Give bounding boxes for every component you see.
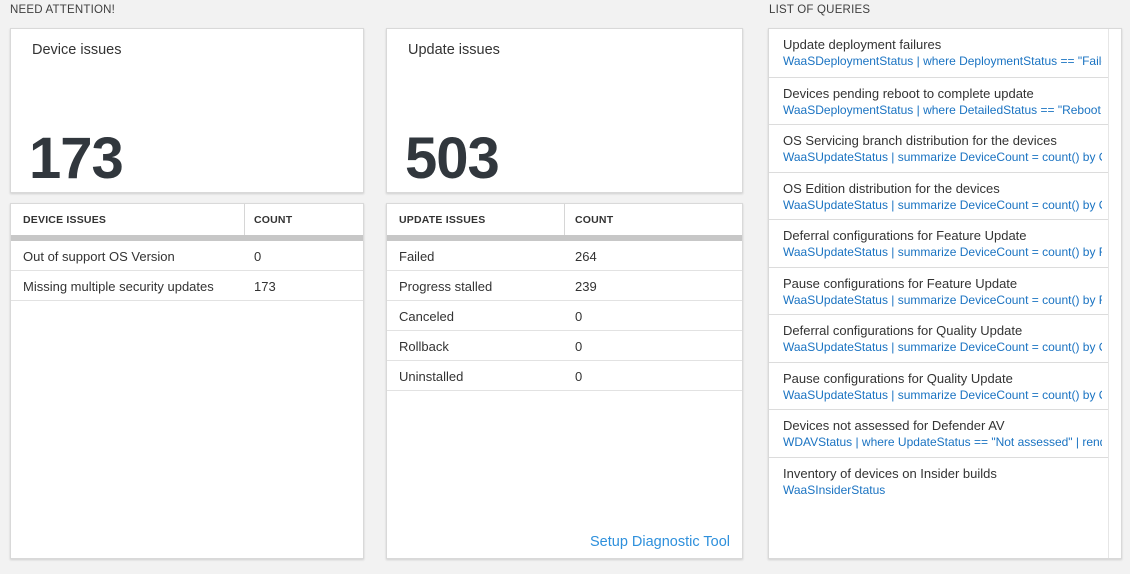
- column-divider: [244, 204, 245, 235]
- table-row[interactable]: Failed 264: [387, 241, 742, 271]
- query-title: Pause configurations for Quality Update: [783, 370, 1013, 386]
- query-code: WaaSUpdateStatus | summarize DeviceCount…: [783, 197, 1102, 212]
- device-issues-count: 173: [29, 126, 124, 191]
- query-title: Inventory of devices on Insider builds: [783, 465, 997, 481]
- update-issues-tile[interactable]: Update issues 503: [386, 28, 743, 193]
- query-title: OS Edition distribution for the devices: [783, 180, 1000, 196]
- row-name: Uninstalled: [399, 369, 464, 384]
- section-header-list-of-queries: LIST OF QUERIES: [769, 4, 871, 16]
- table-row[interactable]: Out of support OS Version 0: [11, 241, 363, 271]
- table-header-bar: [387, 235, 742, 241]
- setup-diagnostic-tool-link[interactable]: Setup Diagnostic Tool: [590, 534, 730, 550]
- query-code: WaaSUpdateStatus | summarize DeviceCount…: [783, 387, 1102, 402]
- column-header-count: COUNT: [254, 214, 293, 226]
- query-title: Deferral configurations for Quality Upda…: [783, 323, 1023, 338]
- scrollbar-gutter: [1108, 29, 1109, 558]
- query-title: Devices not assessed for Defender AV: [783, 418, 1005, 433]
- update-issues-table: UPDATE ISSUES COUNT Failed 264 Progress …: [386, 203, 743, 559]
- row-count: 0: [575, 309, 583, 324]
- table-header-bar: [11, 235, 363, 241]
- query-code: WaaSUpdateStatus | summarize DeviceCount…: [783, 150, 1102, 164]
- update-issues-count: 503: [405, 126, 500, 191]
- table-row[interactable]: Progress stalled 239: [387, 271, 742, 301]
- table-row[interactable]: Uninstalled 0: [387, 361, 742, 391]
- query-title: OS Servicing branch distribution for the…: [783, 133, 1057, 148]
- column-header-count: COUNT: [575, 214, 614, 226]
- row-count: 0: [575, 369, 583, 384]
- row-count: 264: [575, 249, 597, 264]
- row-count: 0: [575, 339, 583, 354]
- table-row[interactable]: Canceled 0: [387, 301, 742, 331]
- row-count: 0: [254, 249, 262, 264]
- query-item[interactable]: Devices not assessed for Defender AV WDA…: [769, 409, 1108, 457]
- row-name: Canceled: [399, 309, 454, 324]
- query-title: Pause configurations for Feature Update: [783, 275, 1018, 291]
- row-name: Progress stalled: [399, 279, 493, 294]
- device-issues-tile[interactable]: Device issues 173: [10, 28, 364, 193]
- row-count: 173: [254, 279, 276, 294]
- query-item[interactable]: OS Edition distribution for the devices …: [769, 171, 1108, 220]
- row-name: Rollback: [399, 339, 449, 354]
- queries-panel: Update deployment failures WaaSDeploymen…: [768, 28, 1122, 559]
- query-code: WaaSUpdateStatus | summarize DeviceCount…: [783, 292, 1102, 307]
- row-name: Out of support OS Version: [23, 249, 175, 264]
- query-code: WaaSDeploymentStatus | where DeploymentS…: [783, 54, 1102, 68]
- query-code: WaaSUpdateStatus | summarize DeviceCount…: [783, 340, 1102, 354]
- query-item[interactable]: Inventory of devices on Insider builds W…: [769, 456, 1108, 505]
- row-name: Failed: [399, 249, 435, 264]
- query-code: WaaSDeploymentStatus | where DetailedSta…: [783, 102, 1102, 117]
- query-item[interactable]: Devices pending reboot to complete updat…: [769, 76, 1108, 125]
- query-code: WaaSUpdateStatus | summarize DeviceCount…: [783, 245, 1102, 259]
- query-item[interactable]: Deferral configurations for Quality Upda…: [769, 314, 1108, 362]
- table-header: UPDATE ISSUES COUNT: [387, 204, 742, 235]
- query-item[interactable]: Deferral configurations for Feature Upda…: [769, 219, 1108, 267]
- query-title: Devices pending reboot to complete updat…: [783, 85, 1034, 101]
- query-item[interactable]: Update deployment failures WaaSDeploymen…: [769, 29, 1108, 77]
- table-header: DEVICE ISSUES COUNT: [11, 204, 363, 235]
- table-row[interactable]: Rollback 0: [387, 331, 742, 361]
- column-divider: [564, 204, 565, 235]
- column-header-name: DEVICE ISSUES: [23, 214, 107, 226]
- query-title: Deferral configurations for Feature Upda…: [783, 228, 1027, 243]
- row-name: Missing multiple security updates: [23, 279, 214, 294]
- tile-title: Device issues: [32, 42, 122, 58]
- row-count: 239: [575, 279, 597, 294]
- query-item[interactable]: Pause configurations for Quality Update …: [769, 361, 1108, 410]
- tile-title: Update issues: [408, 42, 500, 58]
- column-header-name: UPDATE ISSUES: [399, 214, 486, 226]
- query-item[interactable]: OS Servicing branch distribution for the…: [769, 124, 1108, 172]
- section-header-need-attention: NEED ATTENTION!: [10, 4, 116, 16]
- device-issues-table: DEVICE ISSUES COUNT Out of support OS Ve…: [10, 203, 364, 559]
- table-row[interactable]: Missing multiple security updates 173: [11, 271, 363, 301]
- query-code: WaaSInsiderStatus: [783, 482, 886, 497]
- query-title: Update deployment failures: [783, 37, 942, 52]
- query-item[interactable]: Pause configurations for Feature Update …: [769, 266, 1108, 315]
- query-code: WDAVStatus | where UpdateStatus == "Not …: [783, 435, 1102, 449]
